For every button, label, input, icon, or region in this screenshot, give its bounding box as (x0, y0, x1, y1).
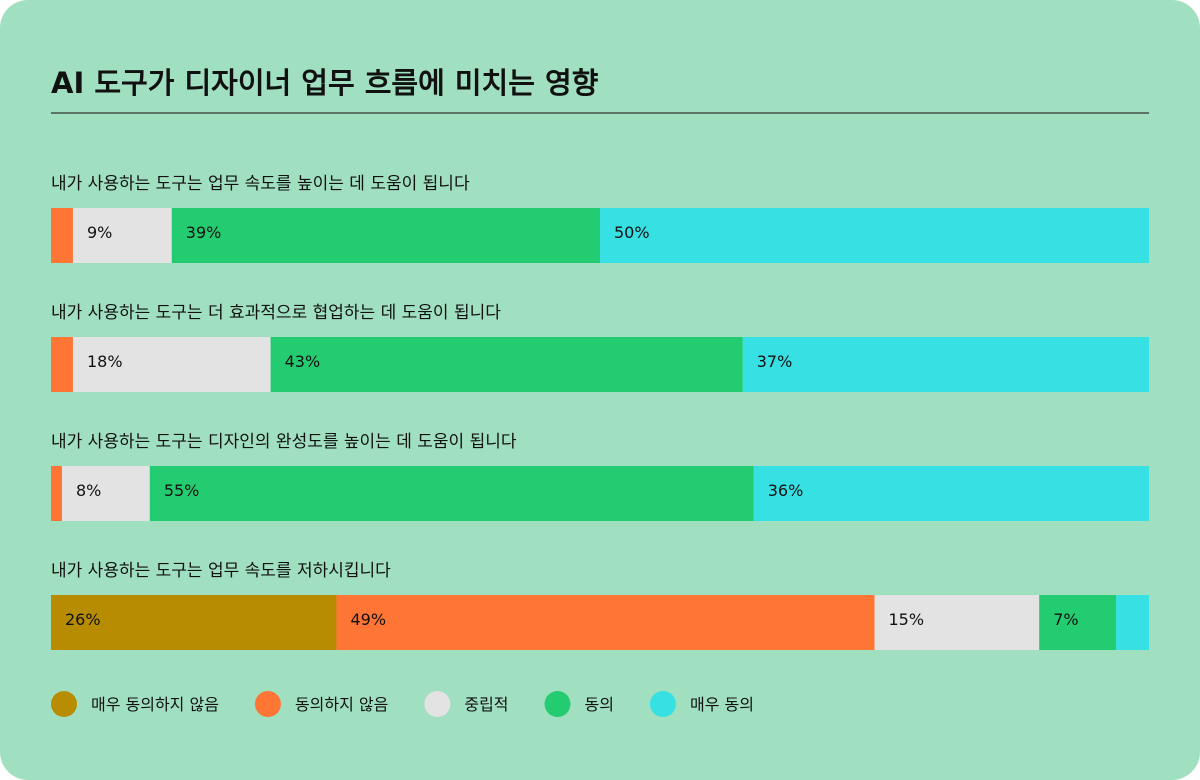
legend-swatch (544, 691, 571, 717)
data-label: 15% (889, 610, 925, 629)
data-label: 7% (1053, 610, 1078, 629)
legend-swatch (424, 691, 451, 717)
bar-segment (336, 595, 875, 650)
bar-segment (753, 466, 1149, 521)
bar-rows: 내가 사용하는 도구는 업무 속도를 높이는 데 도움이 됩니다 9% 39% 50%… (51, 174, 1149, 650)
bar-segment (51, 337, 73, 392)
data-label: 50% (614, 223, 650, 242)
data-label: 49% (350, 610, 386, 629)
legend-label: 동의 (585, 695, 614, 714)
bar-segment (149, 466, 754, 521)
legend-swatch (51, 691, 77, 717)
data-label: 37% (757, 352, 793, 371)
legend-label: 매우 동의 (690, 695, 754, 714)
legend-label: 중립적 (464, 695, 508, 714)
bar-segment (72, 337, 271, 392)
bar-segment (1039, 595, 1117, 650)
data-label: 39% (186, 223, 222, 242)
bar-segment (270, 337, 743, 392)
data-label: 8% (76, 481, 101, 500)
bar-segment (171, 208, 600, 263)
data-label: 43% (285, 352, 321, 371)
category-label: 내가 사용하는 도구는 업무 속도를 높이는 데 도움이 됩니다 (51, 174, 470, 194)
data-label: 55% (164, 481, 200, 500)
bar-segment (51, 208, 73, 263)
bar-segment (600, 208, 1149, 263)
legend-swatch (649, 691, 676, 717)
legend-label: 매우 동의하지 않음 (91, 695, 219, 714)
legend: 매우 동의하지 않음 동의하지 않음 중립적 동의 매우 동의 (51, 691, 754, 717)
legend-swatch (254, 691, 281, 717)
bar-segment (72, 208, 172, 263)
bar-segment (51, 595, 337, 650)
bar-segment (742, 337, 1149, 392)
bar-segment (874, 595, 1040, 650)
legend-label: 동의하지 않음 (295, 695, 388, 714)
category-label: 내가 사용하는 도구는 디자인의 완성도를 높이는 데 도움이 됩니다 (51, 432, 517, 452)
data-label: 36% (768, 481, 804, 500)
data-label: 18% (87, 352, 123, 371)
chart-title: AI 도구가 디자이너 업무 흐름에 미치는 영향 (51, 66, 599, 100)
data-label: 9% (87, 223, 112, 242)
bar-segment (51, 466, 62, 521)
data-label: 26% (65, 610, 101, 629)
bar-segment (1116, 595, 1149, 650)
bar-segment (61, 466, 150, 521)
category-label: 내가 사용하는 도구는 더 효과적으로 협업하는 데 도움이 됩니다 (51, 303, 501, 323)
category-label: 내가 사용하는 도구는 업무 속도를 저하시킵니다 (51, 561, 391, 581)
